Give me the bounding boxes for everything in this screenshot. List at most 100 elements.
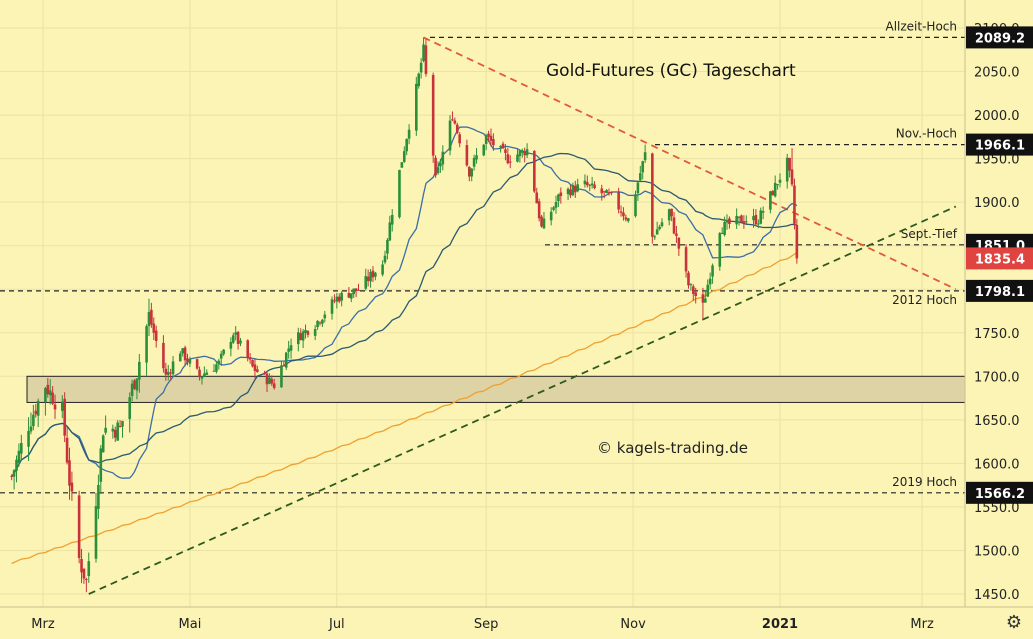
candle-body xyxy=(12,470,16,477)
candle-body xyxy=(501,143,505,149)
candle-body xyxy=(448,120,452,151)
candle-body xyxy=(306,331,310,335)
candle-body xyxy=(113,429,117,438)
candle-body xyxy=(15,459,18,471)
moving-average-line xyxy=(11,152,798,477)
candle-body xyxy=(431,75,435,156)
gear-icon[interactable]: ⚙ xyxy=(1005,612,1023,633)
candle-body xyxy=(691,286,695,294)
candle-body xyxy=(352,288,355,295)
candle-body xyxy=(742,221,746,224)
candle-body xyxy=(203,373,206,377)
candle-body xyxy=(349,293,353,299)
candle-body xyxy=(138,361,141,380)
price-label-bg xyxy=(966,133,1033,156)
candle-body xyxy=(492,139,495,146)
candle-body xyxy=(150,309,153,325)
candle-body xyxy=(222,349,225,355)
candle-body xyxy=(518,150,522,157)
candle-body xyxy=(725,219,729,223)
horizontal-levels: Allzeit-Hoch Nov.-Hoch Sept.-Tief 2012 Hoch… xyxy=(0,19,965,494)
candle-body xyxy=(537,201,541,219)
candle-body xyxy=(619,211,623,213)
x-tick-label: Mrz xyxy=(31,617,55,632)
candle-body xyxy=(318,322,322,324)
candle-body xyxy=(251,360,254,367)
chart-title: Gold-Futures (GC) Tageschart xyxy=(546,61,796,81)
candle-body xyxy=(624,217,628,220)
candle-body xyxy=(272,383,276,388)
candle-body xyxy=(65,437,69,463)
candle-body xyxy=(711,265,714,277)
candle-body xyxy=(133,380,136,389)
candle-body xyxy=(723,221,726,235)
candle-body xyxy=(586,182,589,186)
candle-body xyxy=(417,73,421,87)
candle-body xyxy=(737,216,741,219)
y-tick-label: 2050.0 xyxy=(974,66,1020,81)
candle-body xyxy=(188,359,192,364)
candle-body xyxy=(263,372,266,374)
candle-body xyxy=(653,236,657,238)
candle-body xyxy=(229,341,233,349)
candle-body xyxy=(369,272,372,282)
candle-body xyxy=(195,359,199,369)
x-tick-label: Jul xyxy=(328,617,345,632)
level-note: Sept.-Tief xyxy=(901,227,958,241)
candle-body xyxy=(470,168,474,177)
candle-body xyxy=(87,561,91,577)
candle-body xyxy=(559,192,563,196)
candle-body xyxy=(289,345,293,351)
candle-body xyxy=(773,182,777,197)
candle-body xyxy=(63,398,66,436)
candle-body xyxy=(198,369,201,377)
candle-body xyxy=(523,151,526,156)
candle-body xyxy=(458,134,461,144)
candle-body xyxy=(231,335,235,343)
candle-body xyxy=(422,44,425,61)
candle-body xyxy=(602,191,606,193)
price-label-bg xyxy=(966,279,1033,302)
x-tick-label: Mai xyxy=(179,617,202,632)
candle-body xyxy=(405,139,408,152)
candle-body xyxy=(769,191,772,210)
candle-body xyxy=(472,157,476,167)
candle-body xyxy=(660,222,664,227)
candle-body xyxy=(200,376,204,379)
candle-body xyxy=(29,426,33,432)
candle-body xyxy=(610,192,613,194)
candle-body xyxy=(166,371,170,375)
candle-body xyxy=(728,218,731,224)
candle-body xyxy=(795,224,799,259)
candle-body xyxy=(600,188,604,194)
candles xyxy=(10,37,799,593)
candle-body xyxy=(557,194,560,202)
candle-body xyxy=(622,212,625,217)
last-price-label: 1835.4 xyxy=(975,252,1025,267)
candle-body xyxy=(593,184,596,189)
candle-body xyxy=(27,430,30,447)
candle-body xyxy=(468,166,471,177)
candle-body xyxy=(754,214,758,225)
x-tick-label: Sep xyxy=(474,617,499,632)
trendline-red-dashed xyxy=(423,36,957,291)
candle-body xyxy=(542,218,546,229)
candle-body xyxy=(453,120,457,124)
price-label: 1966.1 xyxy=(975,139,1025,154)
candle-body xyxy=(684,247,688,272)
candle-body xyxy=(489,135,493,141)
candle-body xyxy=(337,296,341,302)
candle-body xyxy=(415,83,418,131)
candle-body xyxy=(178,353,182,362)
candle-body xyxy=(761,211,765,213)
candle-body xyxy=(617,192,620,210)
candle-body xyxy=(239,340,242,344)
moving-average-line xyxy=(11,126,798,479)
candle-body xyxy=(639,173,642,181)
candle-body xyxy=(706,284,710,297)
candle-body xyxy=(10,475,13,477)
y-tick-label: 1650.0 xyxy=(974,414,1020,429)
candle-body xyxy=(441,151,445,165)
candle-body xyxy=(48,390,52,396)
candle-body xyxy=(323,314,327,319)
